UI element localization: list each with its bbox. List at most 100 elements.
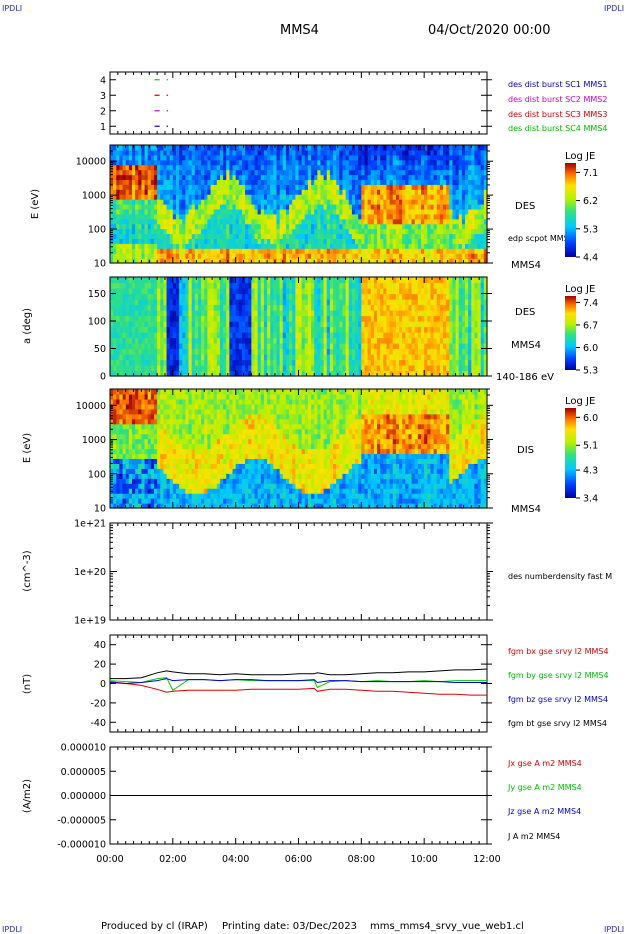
des-energy-cell — [465, 248, 469, 254]
des-energy-cell — [480, 174, 485, 181]
des-energy-cell — [311, 208, 315, 215]
des-pitch-cell — [128, 343, 133, 350]
des-energy-cell — [144, 233, 149, 240]
des-pitch-cell — [116, 277, 121, 284]
des-pitch-cell — [449, 337, 454, 344]
des-energy-cell — [373, 228, 378, 235]
des-energy-cell — [367, 164, 372, 171]
des-energy-cell — [320, 159, 325, 166]
des-energy-cell — [408, 213, 413, 220]
des-energy-cell — [395, 248, 400, 254]
des-energy-cell — [147, 189, 152, 195]
des-energy-cell — [267, 218, 271, 225]
des-pitch-cell — [439, 359, 444, 366]
des-pitch-cell — [389, 288, 394, 295]
des-energy-cell — [389, 243, 394, 249]
des-energy-cell — [480, 204, 485, 210]
des-energy-cell — [449, 204, 454, 210]
des-pitch-cell — [446, 299, 450, 306]
des-energy-cell — [436, 189, 441, 195]
des-pitch-cell — [370, 326, 375, 333]
des-energy-cell — [329, 208, 334, 215]
des-pitch-cell — [295, 326, 300, 333]
des-energy-cell — [182, 154, 186, 161]
des-energy-cell — [201, 223, 205, 230]
des-energy-cell — [125, 159, 130, 166]
des-energy-cell — [471, 243, 476, 249]
des-pitch-cell — [304, 337, 309, 344]
des-energy-cell — [458, 189, 463, 195]
des-pitch-cell — [402, 332, 406, 339]
des-energy-cell — [443, 243, 447, 249]
des-pitch-cell — [408, 282, 413, 289]
des-pitch-cell — [172, 310, 177, 317]
des-pitch-cell — [289, 293, 293, 300]
des-energy-cell — [191, 159, 196, 166]
des-energy-cell — [282, 184, 287, 190]
des-energy-cell — [241, 228, 246, 235]
des-energy-cell — [301, 218, 306, 225]
des-pitch-cell — [424, 282, 428, 289]
des-energy-cell — [166, 243, 171, 249]
des-pitch-cell — [304, 277, 309, 284]
des-energy-cell — [226, 149, 230, 156]
des-pitch-cell — [427, 282, 432, 289]
des-energy-cell — [430, 184, 435, 190]
des-pitch-cell — [471, 359, 476, 366]
des-energy-cell — [157, 248, 161, 254]
des-energy-cell — [248, 238, 252, 244]
des-energy-cell — [298, 238, 303, 244]
des-energy-cell — [289, 189, 293, 195]
des-energy-cell — [194, 184, 199, 190]
des-pitch-cell — [197, 304, 202, 311]
des-pitch-cell — [427, 277, 432, 284]
des-pitch-cell — [128, 326, 133, 333]
des-pitch-cell — [219, 288, 224, 295]
des-pitch-cell — [257, 326, 262, 333]
des-energy-cell — [147, 253, 152, 259]
des-energy-cell — [455, 194, 460, 200]
des-energy-cell — [110, 258, 114, 264]
des-pitch-cell — [311, 304, 315, 311]
des-energy-cell — [402, 194, 406, 200]
des-pitch-cell — [465, 288, 469, 295]
des-pitch-cell — [351, 343, 356, 350]
des-pitch-cell — [320, 343, 325, 350]
des-energy-cell — [213, 189, 218, 195]
des-pitch-cell — [377, 282, 381, 289]
des-energy-cell — [194, 218, 199, 225]
des-energy-cell — [455, 189, 460, 195]
des-pitch-cell — [185, 332, 190, 339]
des-energy-cell — [421, 154, 425, 161]
des-energy-cell — [289, 169, 293, 176]
des-pitch-cell — [455, 304, 460, 311]
des-pitch-cell — [160, 293, 165, 300]
des-energy-cell — [333, 213, 337, 220]
des-energy-cell — [241, 238, 246, 244]
des-energy-cell — [386, 243, 391, 249]
des-pitch-cell — [320, 293, 325, 300]
des-pitch-cell — [125, 315, 130, 322]
des-energy-cell — [333, 228, 337, 235]
des-energy-cell — [329, 154, 334, 161]
des-energy-cell — [468, 218, 472, 225]
des-energy-cell — [355, 145, 359, 151]
des-energy-cell — [301, 145, 306, 151]
des-energy-cell — [267, 164, 271, 171]
des-energy-cell — [273, 243, 278, 249]
des-pitch-cell — [399, 277, 403, 284]
des-energy-cell — [235, 218, 240, 225]
des-pitch-cell — [377, 359, 381, 366]
des-energy-cell — [257, 248, 262, 254]
des-pitch-cell — [179, 348, 183, 355]
des-pitch-cell — [188, 359, 193, 366]
des-pitch-cell — [339, 354, 344, 361]
des-energy-cell — [311, 159, 315, 166]
des-energy-cell — [411, 233, 416, 240]
des-pitch-cell — [389, 348, 394, 355]
des-energy-cell — [317, 228, 322, 235]
des-energy-cell — [223, 189, 227, 195]
des-energy-cell — [128, 213, 133, 220]
des-pitch-cell — [367, 304, 372, 311]
des-pitch-cell — [314, 310, 318, 317]
